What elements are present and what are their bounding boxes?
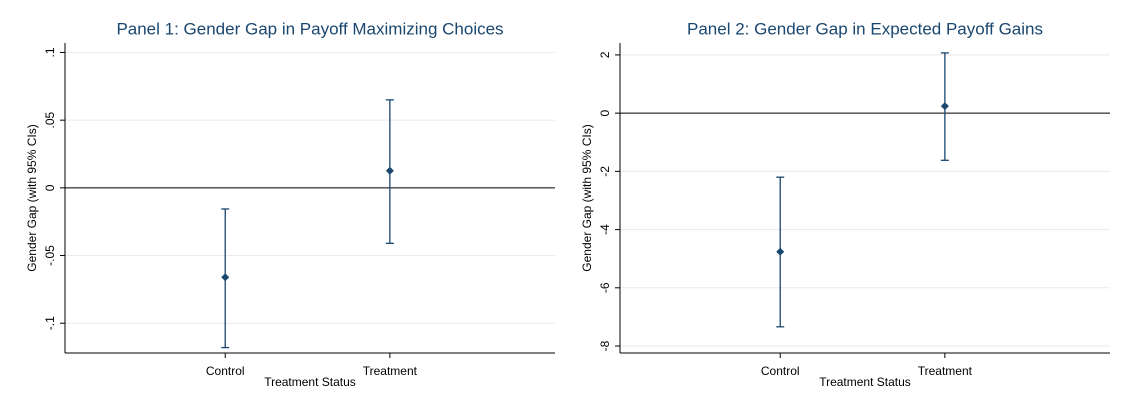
x-axis-label: Treatment Status — [819, 375, 911, 389]
y-tick-label: 0 — [598, 109, 612, 116]
point — [940, 102, 949, 111]
chart-title: Panel 2: Gender Gap in Expected Payoff G… — [687, 19, 1043, 38]
point — [385, 166, 394, 175]
y-tick-label: 2 — [598, 51, 612, 58]
x-tick-label: Treatment — [918, 364, 973, 378]
y-tick-label: -8 — [598, 340, 612, 351]
y-axis-label: Gender Gap (with 95% CIs) — [25, 124, 39, 271]
x-axis-label: Treatment Status — [264, 375, 356, 389]
y-tick-label: -6 — [598, 282, 612, 293]
y-tick-label: -4 — [598, 224, 612, 235]
y-tick-label: -.1 — [43, 316, 57, 330]
y-tick-label: 0 — [43, 184, 57, 191]
chart-title: Panel 1: Gender Gap in Payoff Maximizing… — [116, 19, 503, 38]
y-tick-label: .1 — [43, 47, 57, 57]
x-tick-label: Control — [206, 364, 245, 378]
y-tick-label: -2 — [598, 166, 612, 177]
point — [776, 247, 785, 256]
y-axis-label: Gender Gap (with 95% CIs) — [580, 124, 594, 271]
x-tick-label: Treatment — [363, 364, 418, 378]
point — [221, 273, 230, 282]
y-tick-label: -.05 — [43, 245, 57, 266]
x-tick-label: Control — [761, 364, 800, 378]
y-tick-label: .05 — [43, 111, 57, 128]
